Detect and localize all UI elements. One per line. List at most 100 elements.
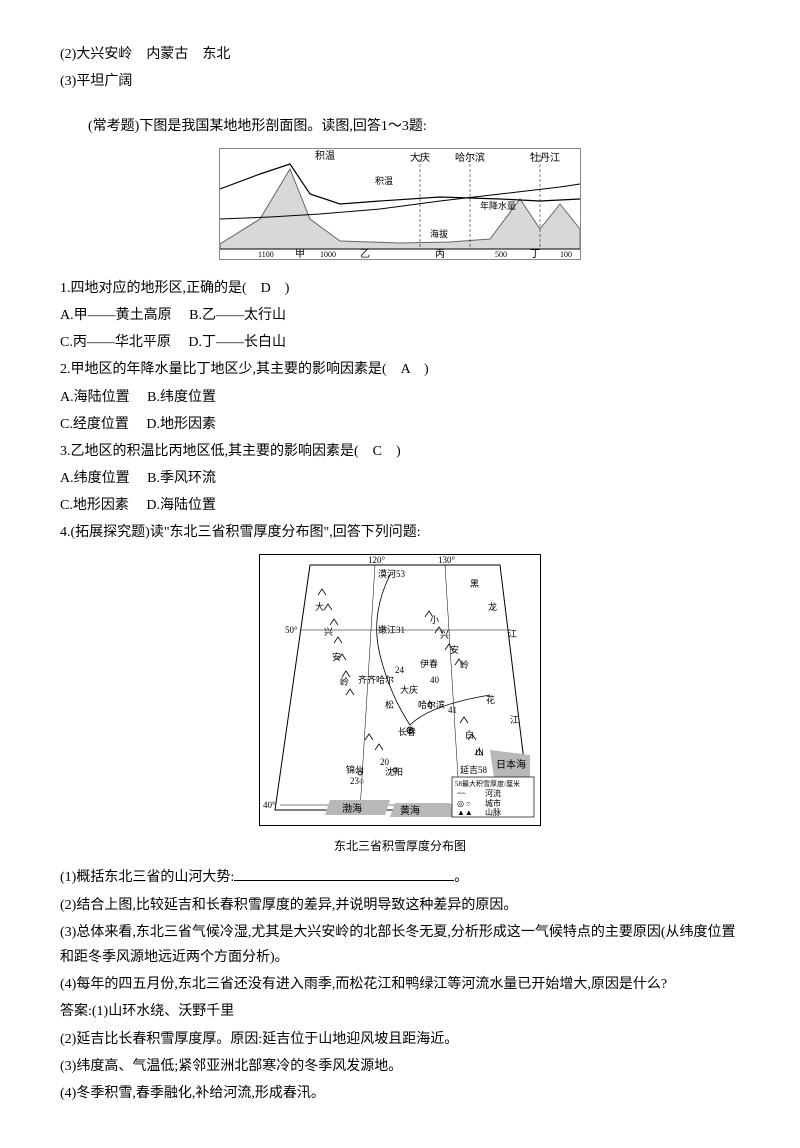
svg-text:岭: 岭	[340, 676, 349, 687]
svg-text:120°: 120°	[368, 555, 386, 565]
q1-optA: A.甲——黄土高原	[60, 308, 172, 323]
q4-p2: (2)结合上图,比较延吉和长春积雪厚度的差异,并说明导致这种差异的原因。	[60, 893, 740, 918]
svg-text:甲: 甲	[295, 249, 305, 259]
q3-optB: B.季风环流	[147, 471, 216, 486]
answers-a3: (3)纬度高、气温低;紧邻亚洲北部寒冷的冬季风发源地。	[60, 1054, 740, 1079]
q2-stem: 2.甲地区的年降水量比丁地区少,其主要的影响因素是( A )	[60, 357, 740, 382]
svg-text:延吉58: 延吉58	[460, 764, 488, 775]
svg-text:▲▲: ▲▲	[457, 808, 473, 817]
svg-text:41: 41	[448, 705, 457, 715]
svg-text:大庆: 大庆	[410, 151, 430, 164]
svg-text:58最大积雪厚度/厘米: 58最大积雪厚度/厘米	[455, 779, 520, 788]
svg-text:渤海: 渤海	[342, 802, 362, 815]
svg-text:安: 安	[450, 644, 459, 655]
svg-text:40°: 40°	[263, 800, 276, 810]
svg-text:积温: 积温	[315, 150, 335, 162]
svg-text:兴: 兴	[324, 627, 333, 637]
svg-text:积温: 积温	[375, 175, 393, 186]
q3-optC: C.地形因素	[60, 498, 129, 513]
svg-text:河流: 河流	[485, 788, 501, 798]
svg-text:嫩江31: 嫩江31	[378, 624, 405, 635]
q1-optB: B.乙——太行山	[189, 308, 286, 323]
chart2-figure: 120° 130° 50° 40°	[60, 554, 740, 858]
profile-chart: 积温 大庆 哈尔滨 牡丹江 积温 年降水量 海拔 1100 甲 1000 乙 丙…	[219, 148, 581, 260]
svg-text:1100: 1100	[258, 250, 274, 259]
svg-text:牡丹江: 牡丹江	[530, 151, 560, 164]
svg-text:锦州: 锦州	[346, 764, 364, 775]
q4-p1-text: (1)概括东北三省的山河大势:	[60, 870, 234, 885]
q3-row1: A.纬度位置 B.季风环流	[60, 466, 740, 491]
svg-text:哈尔滨: 哈尔滨	[455, 151, 485, 164]
svg-text:1000: 1000	[320, 250, 336, 259]
svg-text:日本海: 日本海	[496, 758, 526, 771]
q3-row2: C.地形因素 D.海陆位置	[60, 493, 740, 518]
svg-text:齐齐哈尔: 齐齐哈尔	[358, 674, 394, 685]
svg-text:岭: 岭	[460, 659, 469, 670]
svg-text:沈阳: 沈阳	[385, 766, 403, 777]
svg-text:小: 小	[430, 615, 439, 625]
blank-line	[234, 866, 454, 881]
svg-text:黄海: 黄海	[400, 804, 420, 817]
svg-text:江: 江	[508, 629, 517, 639]
q1-row1: A.甲——黄土高原 B.乙——太行山	[60, 303, 740, 328]
svg-text:海拔: 海拔	[430, 228, 448, 239]
svg-text:年降水量: 年降水量	[480, 200, 516, 211]
svg-text:安: 安	[332, 651, 341, 662]
q4-intro: 4.(拓展探究题)读"东北三省积雪厚度分布图",回答下列问题:	[60, 520, 740, 545]
answers-head: 答案:	[60, 1004, 92, 1019]
chart2-caption: 东北三省积雪厚度分布图	[60, 836, 740, 858]
q4-p3: (3)总体来看,东北三省气候冷湿,尤其是大兴安岭的北部长冬无夏,分析形成这一气候…	[60, 920, 740, 970]
svg-text:伊春: 伊春	[420, 658, 438, 669]
q2-optD: D.地形因素	[146, 417, 216, 432]
svg-text:24: 24	[395, 665, 405, 675]
svg-text:40: 40	[430, 675, 440, 685]
svg-text:◎ ○: ◎ ○	[457, 799, 471, 808]
svg-text:山脉: 山脉	[485, 807, 501, 817]
svg-text:大: 大	[315, 601, 324, 612]
q4-p4: (4)每年的四五月份,东北三省还没有进入雨季,而松花江和鸭绿江等河流水量已开始增…	[60, 972, 740, 997]
q3-stem: 3.乙地区的积温比丙地区低,其主要的影响因素是( C )	[60, 439, 740, 464]
svg-text:漠河53: 漠河53	[378, 568, 406, 579]
svg-text:山: 山	[475, 747, 484, 757]
ans-top-3: (3)平坦广阔	[60, 69, 740, 94]
svg-text:哈尔滨: 哈尔滨	[418, 699, 445, 710]
svg-text:乙: 乙	[360, 248, 370, 259]
q1-optD: D.丁——长白山	[188, 335, 286, 350]
svg-text:500: 500	[495, 250, 507, 259]
svg-text:长春: 长春	[398, 726, 416, 737]
q4-p1: (1)概括东北三省的山河大势:。	[60, 865, 740, 890]
svg-text:白: 白	[465, 729, 474, 740]
ans-top-2: (2)大兴安岭 内蒙古 东北	[60, 42, 740, 67]
svg-text:黑: 黑	[470, 579, 479, 589]
answers-a2: (2)延吉比长春积雪厚度厚。原因:延吉位于山地迎风坡且距海近。	[60, 1027, 740, 1052]
svg-text:100: 100	[560, 250, 572, 259]
svg-text:江: 江	[510, 715, 519, 725]
svg-text:50°: 50°	[285, 625, 298, 635]
svg-text:丁: 丁	[530, 249, 540, 259]
q2-optB: B.纬度位置	[147, 390, 216, 405]
q3-optA: A.纬度位置	[60, 471, 130, 486]
svg-text:丙: 丙	[435, 249, 445, 259]
svg-text:20: 20	[380, 757, 390, 767]
q1-row2: C.丙——华北平原 D.丁——长白山	[60, 330, 740, 355]
svg-text:城市: 城市	[485, 798, 501, 808]
q2-row2: C.经度位置 D.地形因素	[60, 412, 740, 437]
answers-a1: (1)山环水绕、沃野千里	[92, 1004, 234, 1019]
chart1-figure: 积温 大庆 哈尔滨 牡丹江 积温 年降水量 海拔 1100 甲 1000 乙 丙…	[60, 148, 740, 268]
q2-optA: A.海陆位置	[60, 390, 130, 405]
q2-row1: A.海陆位置 B.纬度位置	[60, 385, 740, 410]
answers-head-row: 答案:(1)山环水绕、沃野千里	[60, 999, 740, 1024]
svg-text:大庆: 大庆	[400, 684, 418, 695]
svg-text:兴: 兴	[440, 630, 449, 640]
snow-map: 120° 130° 50° 40°	[259, 554, 541, 826]
svg-text:130°: 130°	[438, 555, 456, 565]
svg-text:松: 松	[385, 699, 394, 710]
q1-stem: 1.四地对应的地形区,正确的是( D )	[60, 276, 740, 301]
svg-text:花: 花	[486, 694, 495, 705]
q3-optD: D.海陆位置	[146, 498, 216, 513]
q2-optC: C.经度位置	[60, 417, 129, 432]
svg-text:~~: ~~	[457, 789, 466, 798]
intro: (常考题)下图是我国某地地形剖面图。读图,回答1～3题:	[60, 114, 740, 139]
svg-text:龙: 龙	[488, 601, 497, 612]
q1-optC: C.丙——华北平原	[60, 335, 171, 350]
